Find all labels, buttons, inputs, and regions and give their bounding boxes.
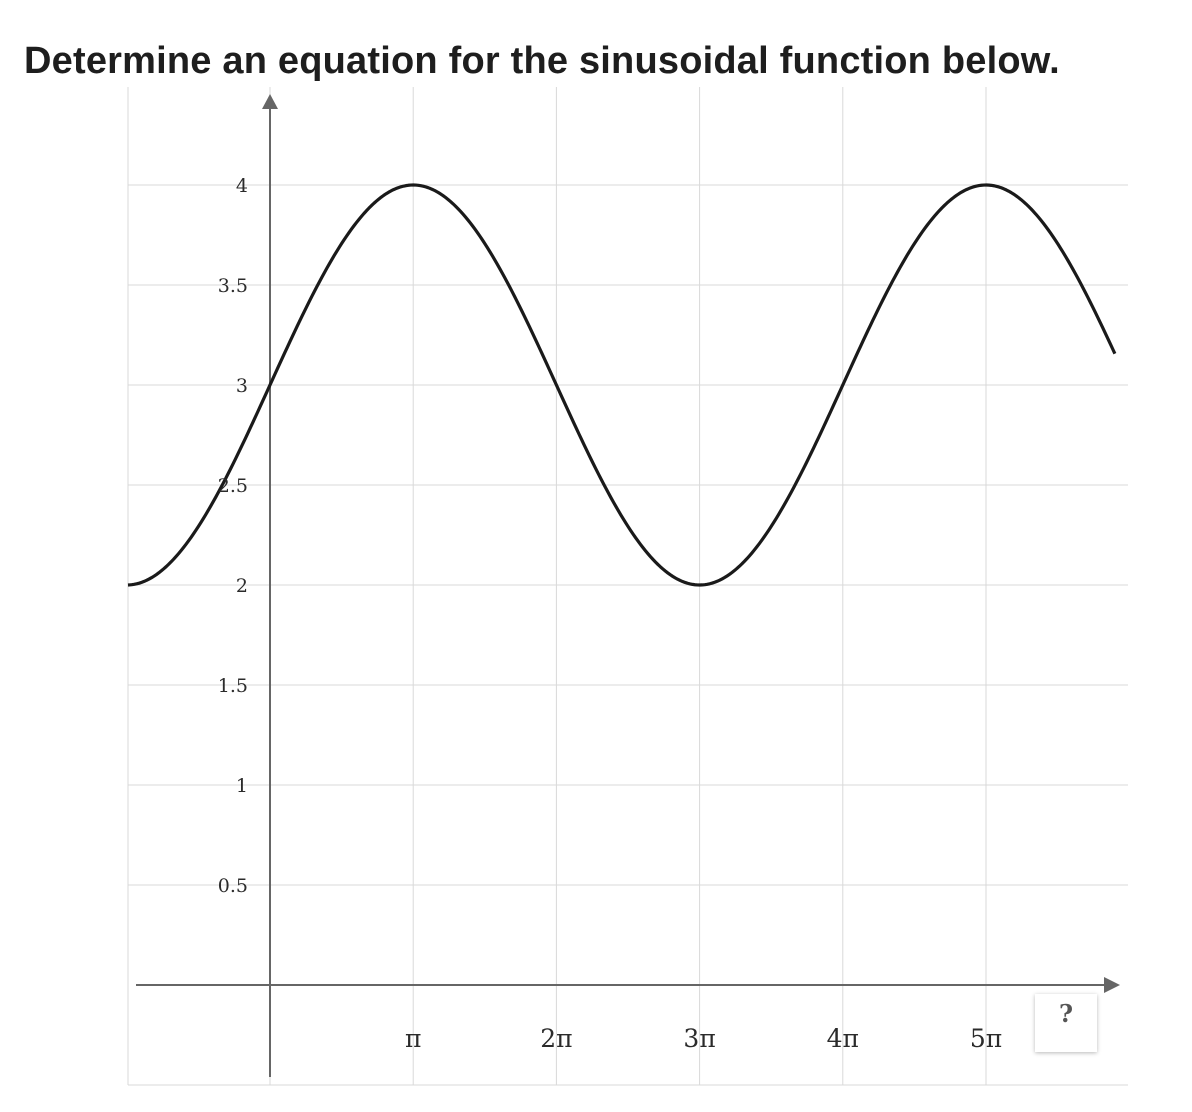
question-text: Determine an equation for the sinusoidal…: [24, 40, 1060, 82]
y-axis-arrow-icon: [262, 94, 278, 109]
y-tick-label: 1.5: [218, 675, 248, 697]
y-tick-label: 2.5: [218, 475, 248, 497]
sinusoid-curve: [127, 183, 1117, 587]
help-button[interactable]: ?: [1035, 994, 1097, 1052]
y-tick-label: 2: [236, 575, 248, 597]
y-tick-label: 0.5: [218, 875, 248, 897]
series: [127, 183, 1117, 587]
x-tick-label: 5π: [970, 1024, 1002, 1053]
y-tick-label: 4: [236, 175, 248, 197]
x-tick-label: 2π: [540, 1024, 572, 1053]
x-axis-arrow-icon: [1104, 977, 1120, 993]
axes: [136, 94, 1120, 1077]
grid: [127, 87, 1128, 1086]
y-tick-label: 3: [236, 375, 248, 397]
y-tick-label: 3.5: [218, 275, 248, 297]
x-tick-label: 4π: [827, 1024, 859, 1053]
x-tick-label: 3π: [683, 1024, 715, 1053]
tick-labels: 0.511.522.533.54π 2π 3π 4π 5π: [218, 175, 1002, 1053]
y-tick-label: 1: [236, 775, 248, 797]
x-tick-label: π: [405, 1024, 421, 1053]
